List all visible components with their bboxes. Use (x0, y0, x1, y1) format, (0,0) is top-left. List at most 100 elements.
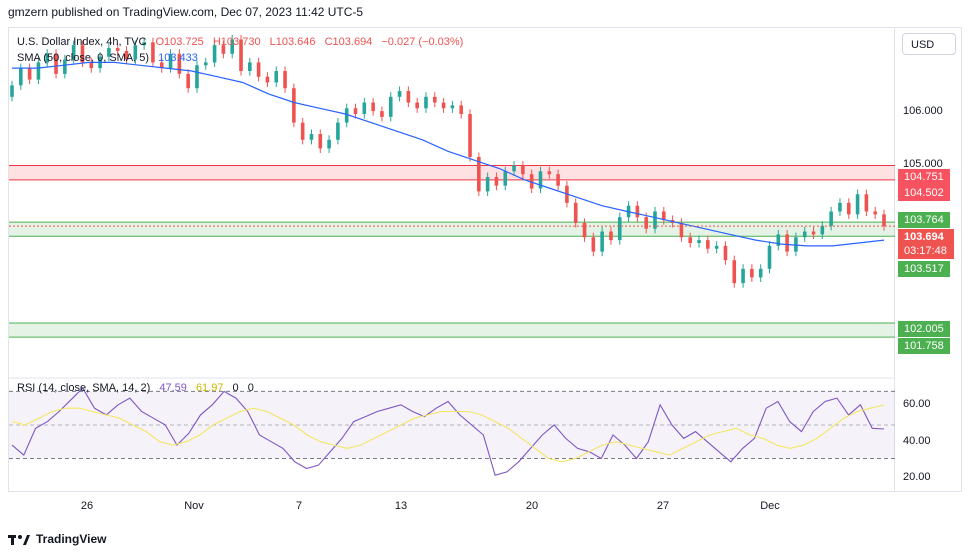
price-legend: U.S. Dollar Index, 4h, TVC O103.725 H103… (17, 36, 469, 48)
rsi-tick-20: 20.00 (903, 471, 931, 483)
rsi-value: 47.59 (159, 382, 187, 394)
tag-zone-bottom-high: 102.005 (898, 321, 950, 337)
candle-body (697, 240, 701, 243)
candle-body (591, 237, 596, 252)
candle-body (441, 102, 446, 109)
candle-body (864, 194, 869, 212)
tag-zone-top-low: 104.502 (898, 185, 950, 201)
candle-body (256, 62, 261, 77)
candle-body (159, 62, 164, 69)
candle-body (300, 122, 305, 140)
candle-body (186, 73, 190, 89)
x-tick-dec: Dec (760, 500, 780, 512)
candle-body (820, 225, 825, 235)
rsi-label: RSI (14, close, SMA, 14, 2) (17, 382, 151, 394)
rsi-zero-2: 0 (247, 382, 254, 394)
candle-body (27, 68, 32, 80)
candle-body (706, 240, 710, 249)
candle-body (477, 157, 481, 192)
candle-body (811, 231, 816, 235)
candle-body (609, 231, 613, 241)
x-tick-20: 20 (525, 500, 539, 512)
currency-button[interactable]: USD (902, 33, 956, 55)
candle-body (71, 45, 76, 60)
candle-body (432, 96, 437, 103)
candle-body (274, 71, 279, 83)
bar-countdown: 03:17:48 (904, 245, 947, 257)
tag-level-upper: 103.764 (898, 212, 950, 228)
candle-body (450, 105, 455, 109)
x-tick-26: 26 (80, 500, 94, 512)
candle-body (732, 260, 737, 284)
ohlc-open: O103.725 (155, 36, 204, 48)
candle-body (115, 48, 120, 51)
candle-body (776, 234, 781, 246)
sma-label: SMA (50, close, 0, SMA, 5) (17, 52, 150, 64)
candle-body (767, 245, 772, 269)
candle-body (644, 217, 648, 229)
candle-body (794, 237, 798, 252)
tag-zone-top-high: 104.751 (898, 169, 950, 185)
candle-body (855, 194, 860, 215)
candle-body (142, 42, 146, 46)
candle-body (494, 177, 499, 186)
candle-body (582, 222, 587, 238)
candle-body (353, 108, 358, 114)
candle-body (424, 96, 428, 109)
candle-body (741, 268, 745, 284)
candle-body (512, 165, 516, 172)
footer-brand: TradingView (36, 532, 107, 546)
candle-body (344, 108, 349, 123)
publish-header: gmzern published on TradingView.com, Dec… (8, 5, 364, 19)
candle-body (503, 171, 508, 186)
sma-value: 103.433 (158, 52, 198, 64)
candle-body (318, 134, 323, 149)
candle-body (468, 114, 472, 157)
candle-body (10, 85, 14, 97)
rsi-tick-60: 60.00 (903, 398, 931, 410)
price-tick-106: 106.000 (903, 105, 943, 117)
candle-body (679, 222, 684, 238)
x-tick-7: 7 (295, 500, 303, 512)
chart-frame[interactable] (8, 27, 895, 492)
candle-body (45, 53, 50, 63)
candle-body (19, 68, 23, 86)
candle-body (283, 71, 287, 89)
candle-body (750, 268, 754, 278)
candle-body (723, 245, 728, 261)
candle-body (802, 231, 807, 238)
candle-body (380, 111, 384, 117)
candle-body (203, 62, 208, 66)
candle-body (212, 45, 217, 63)
candle-body (573, 202, 578, 223)
rsi-tick-40: 40.00 (903, 435, 931, 447)
candle-body (133, 45, 138, 60)
sma-line (12, 61, 885, 247)
candle-body (248, 62, 252, 71)
candle-body (371, 102, 375, 112)
candle-body (80, 45, 85, 63)
candle-body (714, 245, 719, 249)
candle-body (653, 211, 657, 229)
footer: TradingView (8, 532, 106, 546)
rsi-legend: RSI (14, close, SMA, 14, 2) 47.59 61.97 … (17, 382, 254, 394)
candle-body (459, 105, 464, 114)
rsi-zero-1: 0 (232, 382, 239, 394)
candle-body (617, 217, 622, 241)
candle-body (538, 171, 543, 189)
candle-body (785, 234, 789, 252)
candle-body (327, 139, 331, 149)
candle-body (239, 39, 243, 71)
candle-body (600, 231, 604, 252)
candle-body (63, 59, 67, 74)
candle-body (846, 202, 851, 215)
ohlc-low: L103.646 (269, 36, 316, 48)
candle-body (873, 211, 877, 215)
price-axis[interactable] (895, 27, 962, 492)
candle-body (556, 174, 560, 186)
candle-body (265, 76, 270, 83)
candle-body (362, 102, 367, 114)
zone-1 (9, 222, 895, 237)
zone-2 (9, 322, 895, 338)
